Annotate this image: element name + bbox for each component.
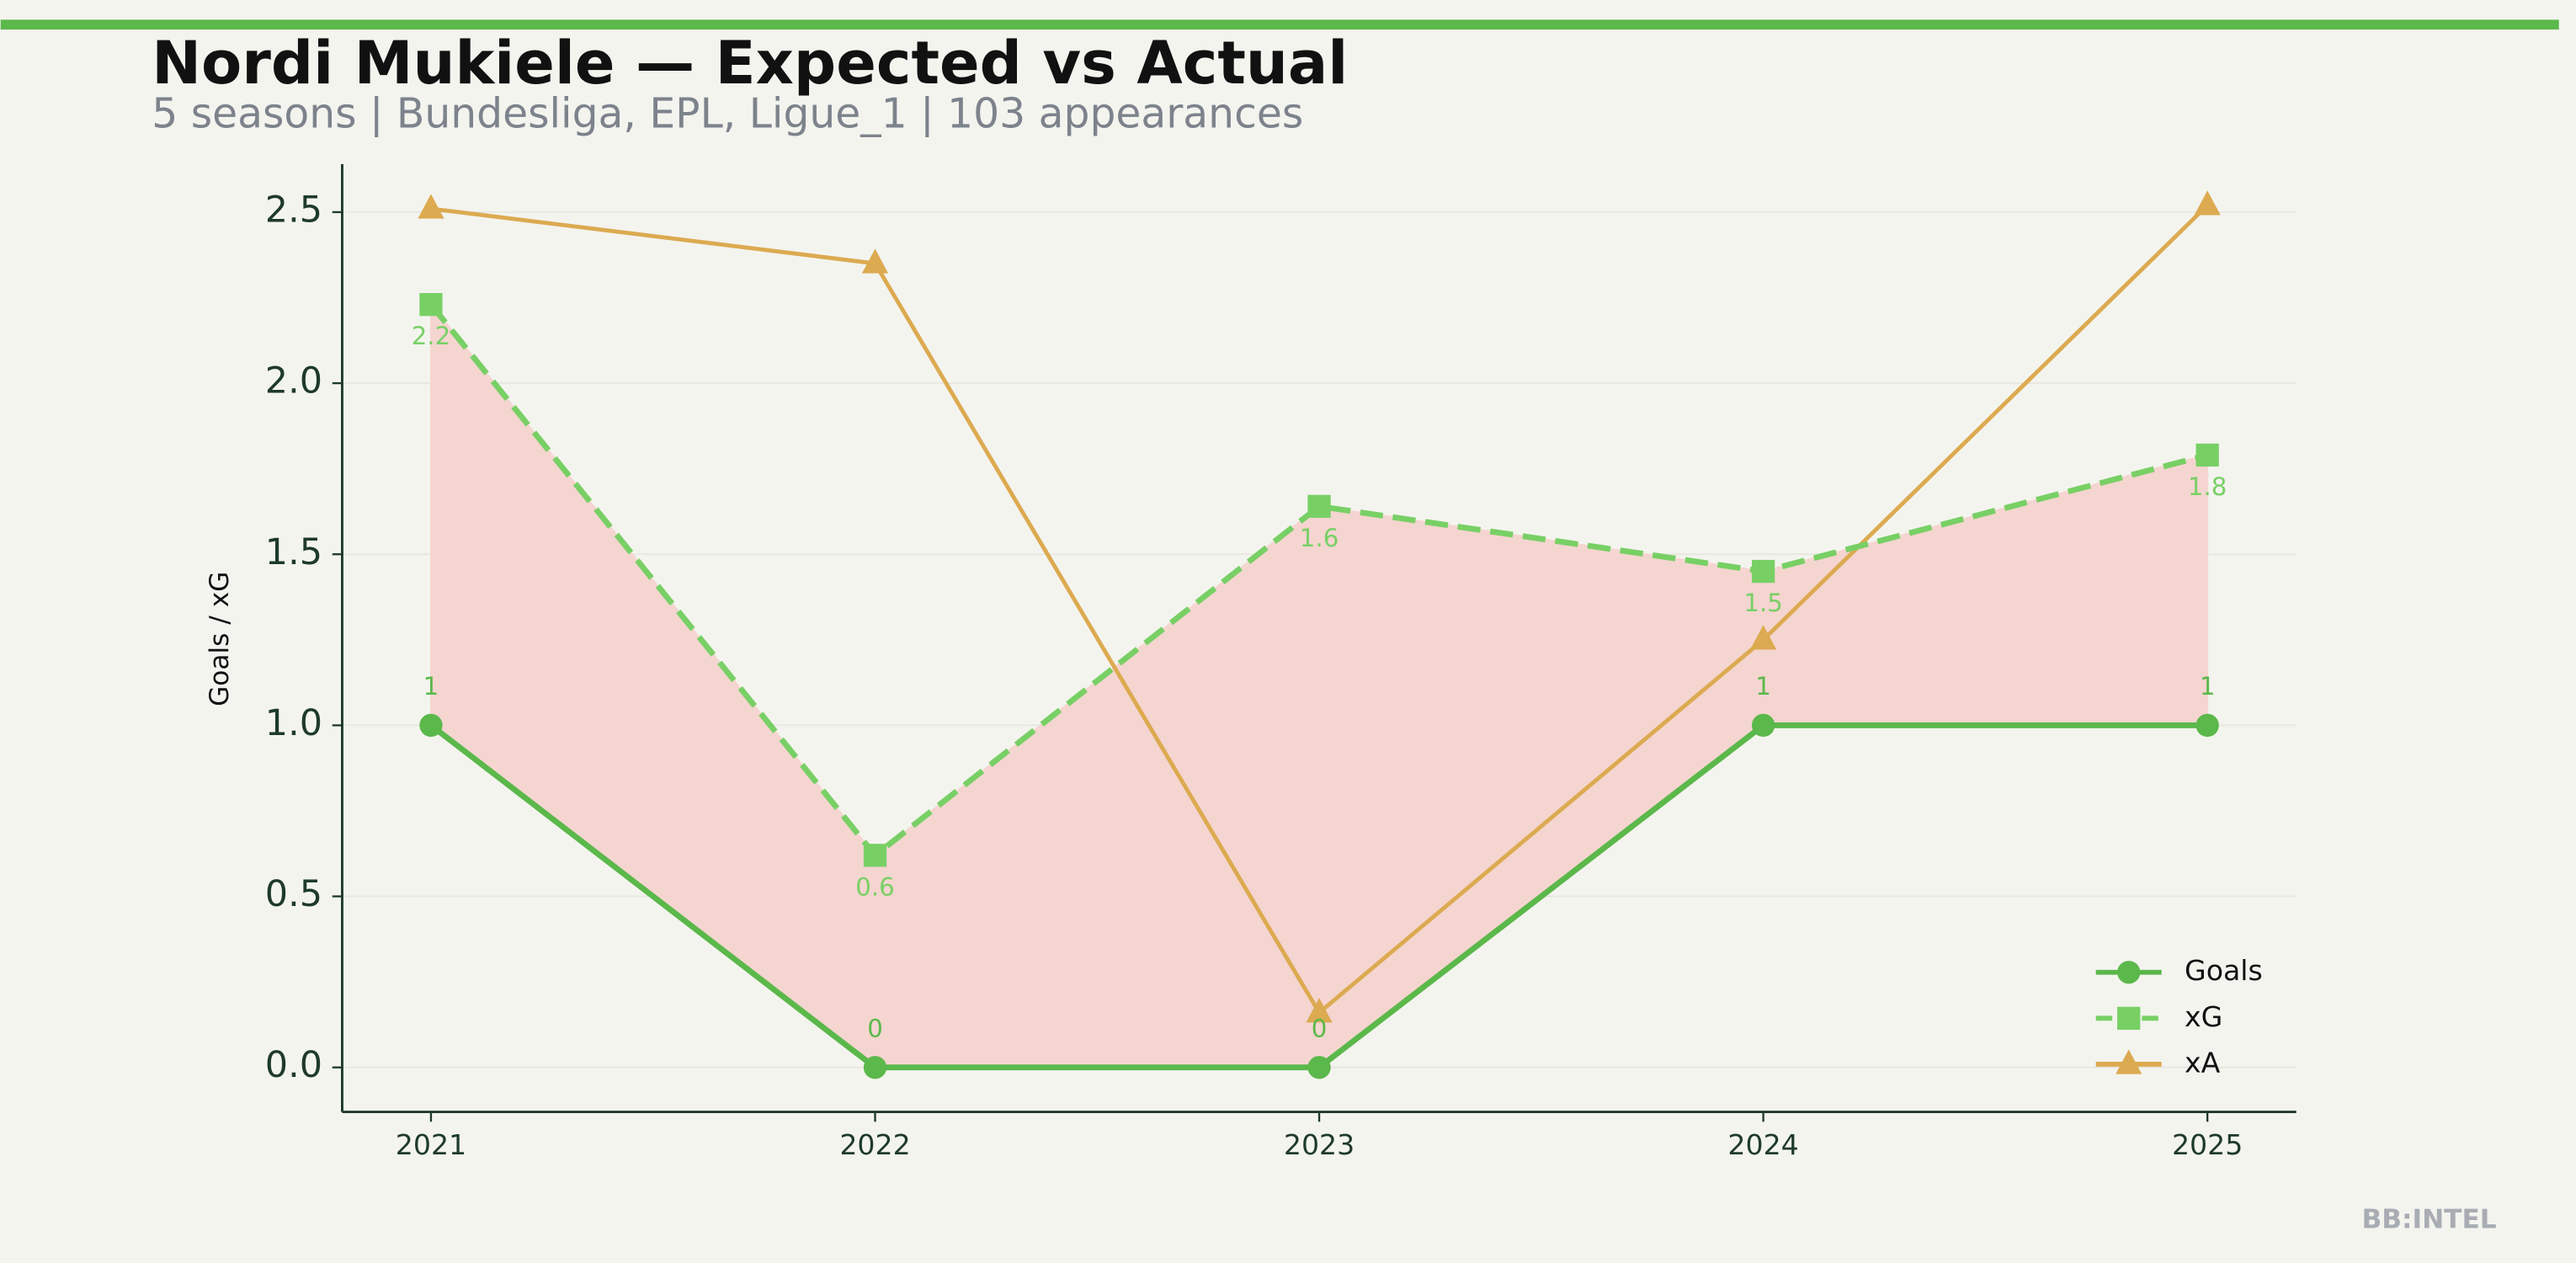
y-tick-label: 1.0 — [265, 702, 322, 744]
series-line — [428, 302, 2209, 860]
chart-subtitle: 5 seasons | Bundesliga, EPL, Ligue_1 | 1… — [152, 90, 1303, 137]
legend-marker — [2116, 1049, 2142, 1074]
data-label: 0 — [1312, 1014, 1328, 1042]
point — [2195, 443, 2219, 467]
data-label: 1.6 — [1300, 524, 1339, 552]
data-label: 1 — [2200, 672, 2216, 701]
point — [863, 844, 887, 867]
point — [1306, 998, 1333, 1023]
data-label: 0.6 — [855, 872, 895, 901]
point — [1751, 559, 1775, 584]
legend-label: Goals — [2185, 954, 2263, 987]
y-tick-label: 2.0 — [265, 360, 322, 402]
x-tick-label: 2025 — [2172, 1128, 2243, 1161]
x-tick-label: 2021 — [396, 1128, 466, 1161]
data-label: 0 — [867, 1014, 883, 1042]
legend-label: xG — [2185, 1000, 2222, 1033]
point — [861, 248, 889, 274]
legend-marker — [2117, 961, 2141, 984]
point — [419, 292, 443, 317]
point — [1307, 1056, 1331, 1079]
point — [1750, 625, 1777, 650]
legend-label: xA — [2185, 1046, 2221, 1079]
y-tick-label: 0.0 — [265, 1044, 322, 1086]
data-label: 1 — [1755, 672, 1771, 701]
point — [419, 713, 443, 738]
point — [2194, 190, 2221, 216]
point — [1307, 494, 1331, 519]
data-label: 2.2 — [412, 322, 451, 350]
top-bar — [0, 19, 2559, 30]
y-tick-label: 1.5 — [265, 531, 322, 573]
y-tick-label: 2.5 — [265, 189, 322, 231]
point — [2195, 713, 2219, 738]
point — [418, 194, 444, 219]
data-label: 1 — [423, 672, 439, 701]
legend-marker — [2117, 1006, 2141, 1031]
data-label: 1.8 — [2188, 472, 2227, 501]
y-tick-label: 0.5 — [265, 873, 322, 915]
x-tick-label: 2022 — [839, 1128, 910, 1161]
point — [863, 1056, 887, 1079]
watermark: BB:INTEL — [2361, 1204, 2496, 1234]
point — [1751, 713, 1775, 738]
x-tick-label: 2024 — [1727, 1128, 1798, 1161]
x-tick-label: 2023 — [1284, 1128, 1355, 1161]
y-axis-label: Goals / xG — [205, 572, 235, 706]
data-label: 1.5 — [1743, 589, 1783, 617]
chart-title: Nordi Mukiele — Expected vs Actual — [152, 29, 1348, 98]
